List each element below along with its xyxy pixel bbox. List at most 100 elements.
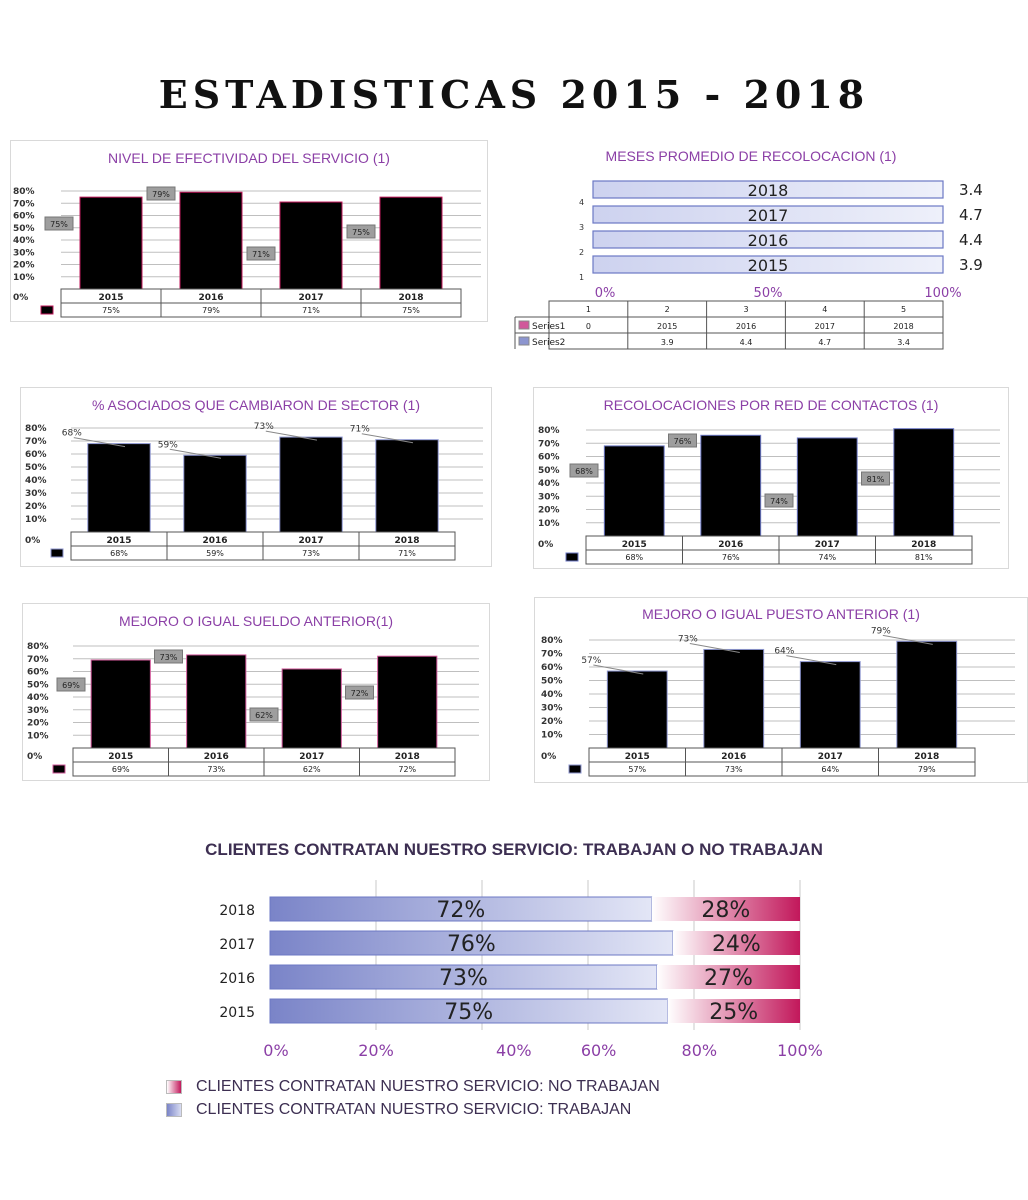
table-value: 81%	[915, 553, 933, 562]
callout-box	[345, 685, 374, 700]
data-label: 74%	[770, 497, 788, 506]
panel-efectividad: NIVEL DE EFECTIVIDAD DEL SERVICIO (1) 80…	[10, 140, 488, 322]
table-category: 2018	[394, 536, 419, 546]
table-category: 2016	[198, 293, 223, 303]
data-label: 57%	[581, 656, 601, 666]
table-header: 4	[822, 305, 827, 314]
table-category: 2015	[622, 540, 647, 550]
y-tick-label: 40%	[25, 476, 47, 486]
data-label: 69%	[62, 681, 80, 690]
y-tick-label: 30%	[13, 248, 35, 258]
bar-2016	[703, 648, 765, 749]
chart-sector: 80% 70% 60% 50% 40% 30% 20% 10% 0% 68% 59% 73% 71% 20…	[25, 422, 483, 561]
leader-line	[593, 664, 644, 675]
x-tick-label: 0%	[263, 1041, 288, 1060]
bar-trabajan-2015	[269, 998, 668, 1024]
data-label: 76%	[447, 932, 496, 957]
data-label: 4.4	[959, 231, 983, 249]
data-label: 68%	[62, 429, 82, 439]
y-tick-label: 0%	[13, 293, 28, 303]
y-category-label: 2016	[219, 971, 255, 987]
callout-box	[764, 493, 794, 508]
y-tick-label: 10%	[541, 731, 563, 741]
bar-trabajan-2016	[269, 964, 658, 990]
table-value: 64%	[821, 765, 839, 774]
leader-line	[73, 437, 126, 448]
panel-puesto: MEJORO O IGUAL PUESTO ANTERIOR (1) 80% 70…	[534, 597, 1028, 783]
data-label: 73%	[678, 634, 698, 644]
table-category: 2017	[299, 752, 324, 762]
row-index-label: 4	[579, 198, 584, 207]
x-tick-label: 100%	[924, 286, 961, 301]
series-name: Series1	[532, 322, 565, 332]
bar-2015	[90, 659, 151, 749]
data-label: 24%	[712, 932, 761, 957]
bar-category-label: 2018	[748, 181, 789, 200]
table-category: 2018	[914, 752, 939, 762]
table-value: 68%	[110, 549, 128, 558]
data-label: 79%	[871, 626, 891, 636]
table-header: 1	[586, 305, 591, 314]
data-label: 27%	[704, 966, 753, 991]
data-label: 75%	[444, 1000, 493, 1025]
table-category: 2015	[106, 536, 131, 546]
legend-label: CLIENTES CONTRATAN NUESTRO SERVICIO: TRA…	[196, 1101, 632, 1118]
x-tick-label: 100%	[777, 1041, 823, 1060]
leader-line	[169, 448, 222, 459]
callout-box	[246, 246, 276, 261]
y-tick-label: 80%	[541, 636, 563, 646]
y-tick-label: 70%	[27, 655, 49, 665]
table-value: 72%	[398, 765, 416, 774]
y-tick-label: 0%	[541, 752, 556, 762]
x-tick-label: 40%	[496, 1041, 532, 1060]
y-tick-label: 60%	[25, 450, 47, 460]
data-label: 79%	[152, 190, 170, 199]
table-value: 71%	[398, 549, 416, 558]
table-value: 74%	[818, 553, 836, 562]
data-label: 59%	[158, 440, 178, 450]
y-tick-label: 30%	[538, 492, 560, 502]
table-category: 2018	[398, 293, 423, 303]
data-table	[548, 300, 944, 350]
y-tick-label: 20%	[25, 502, 47, 512]
y-tick-label: 50%	[13, 224, 35, 234]
x-tick-label: 80%	[682, 1041, 718, 1060]
legend-swatch	[52, 764, 66, 774]
callout-box	[44, 216, 74, 231]
y-tick-label: 40%	[13, 236, 35, 246]
callout-box	[146, 186, 176, 201]
bar-no-trabajan-2017	[672, 931, 800, 955]
bar-2015	[606, 670, 668, 749]
y-tick-label: 20%	[13, 261, 35, 271]
table-category: 2017	[818, 752, 843, 762]
y-category-label: 2015	[219, 1005, 255, 1021]
leader-line	[882, 634, 933, 645]
row-index-label: 1	[579, 273, 584, 282]
legend-swatch-blue	[166, 1103, 182, 1117]
x-tick-label: 0%	[595, 286, 616, 301]
chart-clientes: 2018 72% 28% 2017 76% 24% 2016 73% 27% 2015 75% 25%…	[219, 880, 823, 1060]
y-tick-label: 0%	[538, 540, 553, 550]
bar-2018	[896, 640, 958, 749]
bar-2015	[603, 445, 665, 537]
data-label: 71%	[350, 425, 370, 435]
callout-box	[249, 707, 279, 722]
y-tick-label: 20%	[541, 717, 563, 727]
y-tick-label: 70%	[541, 650, 563, 660]
y-tick-label: 0%	[25, 536, 40, 546]
table-category: 2017	[298, 536, 323, 546]
data-label: 72%	[351, 689, 369, 698]
table-category: 2018	[395, 752, 420, 762]
y-tick-label: 0%	[27, 752, 42, 762]
table-category: 2015	[625, 752, 650, 762]
table-cell: 0	[586, 322, 591, 331]
table-value: 68%	[625, 553, 643, 562]
callout-box	[56, 677, 86, 692]
legend-label: CLIENTES CONTRATAN NUESTRO SERVICIO: NO …	[196, 1078, 660, 1095]
y-tick-label: 60%	[13, 212, 35, 222]
table-category: 2016	[721, 752, 746, 762]
table-category: 2015	[108, 752, 133, 762]
y-tick-label: 20%	[27, 719, 49, 729]
table-cell: 4.4	[740, 338, 753, 347]
y-tick-label: 80%	[25, 424, 47, 434]
